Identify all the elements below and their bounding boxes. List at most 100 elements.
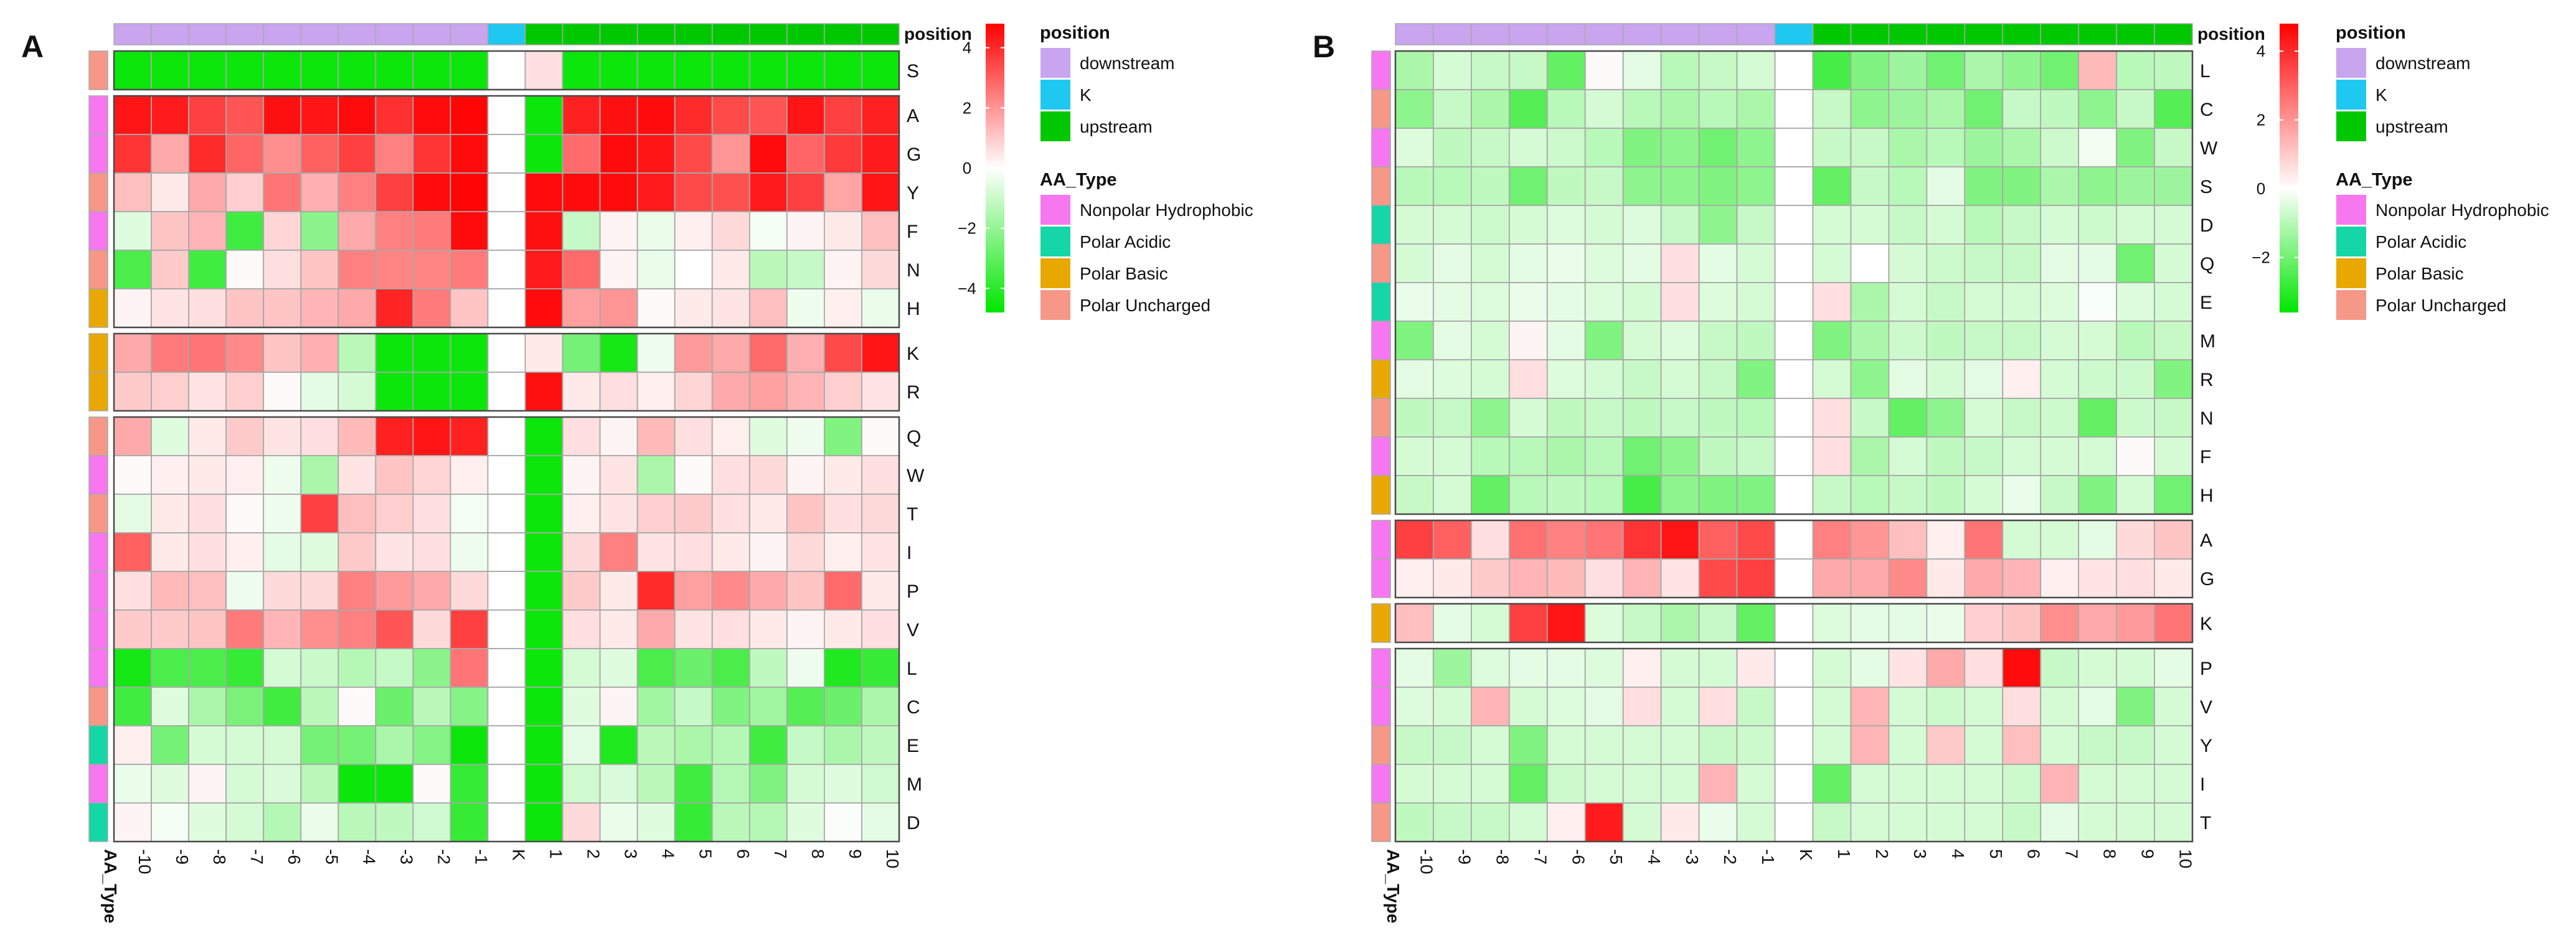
heatmap-cell	[450, 571, 489, 611]
heatmap-cell	[861, 95, 900, 135]
heatmap-cell	[1888, 764, 1928, 804]
heatmap-cell	[300, 372, 339, 411]
heatmap-cell	[711, 211, 750, 251]
position-annotation-label: position	[904, 24, 972, 44]
heatmap-cell	[1471, 359, 1510, 399]
heatmap-cell	[1660, 475, 1700, 515]
heatmap-cell	[337, 134, 377, 174]
row-label: V	[907, 620, 919, 641]
heatmap-cell	[1584, 166, 1624, 206]
heatmap-cell	[599, 764, 638, 804]
heatmap-cell	[636, 134, 676, 174]
heatmap-cell	[2116, 764, 2155, 804]
heatmap-cell	[1774, 603, 1814, 643]
heatmap-cell	[113, 764, 152, 804]
heatmap-cell	[1433, 282, 1472, 322]
heatmap-cell	[1850, 359, 1890, 399]
aa-type-cell	[88, 172, 108, 212]
heatmap-cell	[2154, 648, 2193, 688]
heatmap-cell	[1888, 398, 1928, 438]
column-label: 1	[547, 849, 566, 859]
heatmap-cell	[1926, 243, 1966, 283]
heatmap-cell	[1546, 764, 1586, 804]
heatmap-cell	[2154, 205, 2193, 245]
heatmap-cell	[2002, 50, 2042, 90]
heatmap-cell	[375, 250, 414, 289]
heatmap-cell	[2040, 520, 2080, 560]
heatmap-cell	[2078, 166, 2117, 206]
column-label: -5	[322, 849, 341, 865]
heatmap-cell	[2116, 282, 2155, 322]
heatmap-cell	[1926, 687, 1966, 726]
heatmap-cell	[151, 648, 189, 688]
heatmap-cell	[151, 211, 189, 251]
column-label: 8	[808, 849, 828, 859]
heatmap-cell	[748, 288, 788, 328]
aa-type-cell	[88, 372, 108, 411]
aa-type-cell	[1371, 687, 1391, 726]
heatmap-cell	[2040, 436, 2080, 476]
heatmap-cell	[1926, 802, 1966, 842]
heatmap-cell	[861, 725, 900, 765]
aa-type-cell	[88, 609, 108, 649]
heatmap-cell	[1622, 558, 1662, 598]
heatmap-cell	[2040, 128, 2080, 167]
heatmap-cell	[2078, 282, 2117, 322]
heatmap-cell	[487, 609, 526, 649]
column-label: 6	[2024, 849, 2044, 859]
heatmap-cell	[1584, 725, 1624, 765]
aa-type-cell	[88, 802, 108, 842]
heatmap-cell	[1471, 128, 1510, 167]
aa-type-cell	[1371, 398, 1391, 438]
heatmap-cell	[636, 609, 676, 649]
heatmap-cell	[2116, 359, 2155, 399]
heatmap-cell	[1964, 802, 2004, 842]
heatmap-cell	[412, 372, 451, 411]
heatmap-cell	[375, 532, 414, 572]
heatmap-cell	[1812, 436, 1852, 476]
row-label: H	[2200, 486, 2214, 506]
heatmap-cell	[1622, 475, 1662, 515]
heatmap-cell	[1964, 166, 2004, 206]
heatmap-cell	[786, 416, 825, 456]
heatmap-cell	[1850, 243, 1890, 283]
heatmap-cell	[225, 172, 265, 212]
position-bar-cell	[1964, 23, 2003, 45]
heatmap-cell	[748, 134, 788, 174]
heatmap-cell	[1812, 558, 1852, 598]
heatmap-cell	[786, 532, 825, 572]
legend-aa-type-title: AA_Type	[2336, 170, 2413, 190]
heatmap-cell	[524, 211, 564, 251]
row-label: V	[2200, 697, 2212, 718]
heatmap-cell	[1888, 89, 1928, 129]
heatmap-cell	[2040, 603, 2080, 643]
heatmap-cell	[1395, 603, 1434, 643]
heatmap-cell	[1964, 50, 2004, 90]
heatmap-cell	[1926, 128, 1966, 167]
column-label: 1	[1834, 849, 1854, 859]
heatmap-cell	[113, 802, 152, 842]
heatmap-cell	[1433, 128, 1472, 167]
heatmap-cell	[1888, 166, 1928, 206]
heatmap-cell	[1926, 321, 1966, 360]
row-label: M	[2200, 331, 2215, 352]
heatmap-cell	[748, 648, 788, 688]
position-bar-cell	[2078, 23, 2117, 45]
heatmap-cell	[2078, 603, 2117, 643]
heatmap-cell	[225, 134, 265, 174]
legend-aa-type-title: AA_Type	[1040, 170, 1117, 190]
heatmap-cell	[524, 571, 564, 611]
heatmap-cell	[2002, 89, 2042, 129]
heatmap-cell	[748, 250, 788, 289]
heatmap-cell	[861, 802, 900, 842]
heatmap-cell	[1584, 520, 1624, 560]
heatmap-cell	[2002, 128, 2042, 167]
heatmap-cell	[861, 648, 900, 688]
heatmap-cell	[861, 687, 900, 726]
heatmap-cell	[636, 494, 676, 533]
heatmap-cell	[1471, 398, 1510, 438]
heatmap-cell	[1964, 603, 2004, 643]
heatmap-cell	[263, 50, 302, 90]
heatmap-cell	[1736, 558, 1776, 598]
position-bar-cell	[1471, 23, 1510, 45]
